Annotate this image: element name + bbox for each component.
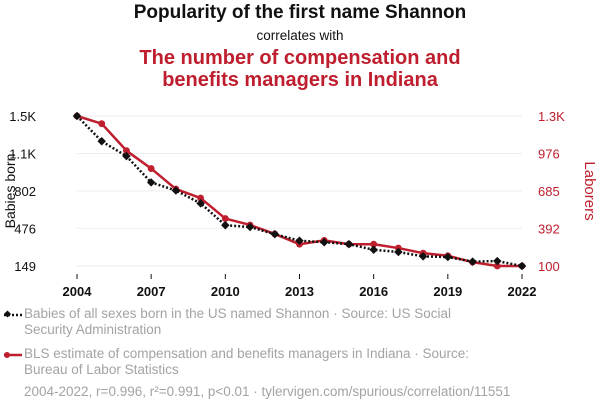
right-tick-label: 1.3K <box>538 109 565 124</box>
x-tick-label: 2010 <box>211 284 240 299</box>
chart-second-title: The number of compensation and benefits … <box>0 47 600 91</box>
point-shannon-2017 <box>394 247 403 257</box>
right-tick-label: 392 <box>538 222 560 237</box>
point-managers-2016 <box>370 240 378 248</box>
point-shannon-2012 <box>270 229 280 239</box>
x-tick-label: 2016 <box>359 284 388 299</box>
second-title-line-1: The number of compensation and <box>139 47 461 69</box>
legend-label-shannon: Babies of all sexes born in the US named… <box>24 306 544 338</box>
point-shannon-2019 <box>443 252 453 262</box>
line-chart: 1.5K 1.1K 802 476 149 1.3K 976 685 392 100 2004 200… <box>2 109 598 299</box>
legend-label-managers-line-2: Bureau of Labor Statistics <box>24 362 179 377</box>
point-shannon-2022 <box>517 261 527 271</box>
footer-stats: 2004-2022, r=0.996, r²=0.991, p<0.01 · t… <box>24 384 511 399</box>
x-tick-label: 2007 <box>137 284 166 299</box>
point-managers-2005 <box>98 120 106 128</box>
point-managers-2021 <box>493 262 501 270</box>
point-shannon-2021 <box>493 256 502 266</box>
legend-marker-shannon <box>3 310 22 318</box>
chart-title: Popularity of the first name Shannon <box>133 2 467 23</box>
right-tick-label: 976 <box>538 147 560 162</box>
legend-label-shannon-line-2: Security Administration <box>24 322 162 337</box>
x-tick-label: 2004 <box>63 284 93 299</box>
second-title-line-2: benefits managers in Indiana <box>162 69 438 91</box>
right-tick-label: 685 <box>538 184 560 199</box>
left-tick-label: 476 <box>14 221 36 236</box>
left-axis-label: Babies born <box>2 154 18 229</box>
legend-label-shannon-line-1: Babies of all sexes born in the US named… <box>24 306 451 321</box>
legend-label-managers-line-1: BLS estimate of compensation and benefit… <box>24 346 470 361</box>
point-shannon-2020 <box>468 257 477 266</box>
right-tick-label: 100 <box>538 259 560 274</box>
point-shannon-2015 <box>344 239 354 249</box>
point-shannon-2013 <box>295 236 304 245</box>
x-tick-label: 2019 <box>433 284 462 299</box>
point-shannon-2004 <box>72 111 82 121</box>
right-axis-label: Laborers <box>581 161 598 220</box>
point-shannon-2011 <box>245 222 255 232</box>
point-shannon-2010 <box>221 220 230 230</box>
point-shannon-2008 <box>171 186 181 195</box>
point-shannon-2005 <box>97 137 106 146</box>
point-shannon-2009 <box>196 199 205 208</box>
chart-subtitle: correlates with <box>256 28 344 43</box>
left-tick-label: 149 <box>14 259 36 274</box>
point-managers-2007 <box>147 165 155 172</box>
point-managers-2010 <box>221 215 229 222</box>
left-tick-label: 1.5K <box>9 109 36 124</box>
point-shannon-2016 <box>369 245 378 255</box>
legend-label-managers: BLS estimate of compensation and benefit… <box>24 346 544 378</box>
x-tick-label: 2013 <box>285 284 314 299</box>
x-tick-label: 2022 <box>508 284 537 299</box>
point-shannon-2018 <box>418 252 428 261</box>
legend-marker-managers <box>4 352 22 358</box>
point-shannon-2007 <box>146 178 156 187</box>
left-tick-label: 1.1K <box>9 146 36 161</box>
point-managers-2006 <box>123 147 130 155</box>
point-managers-2009 <box>197 194 205 202</box>
point-shannon-2014 <box>319 237 329 247</box>
left-tick-label: 802 <box>14 184 36 199</box>
point-shannon-2006 <box>122 151 131 161</box>
